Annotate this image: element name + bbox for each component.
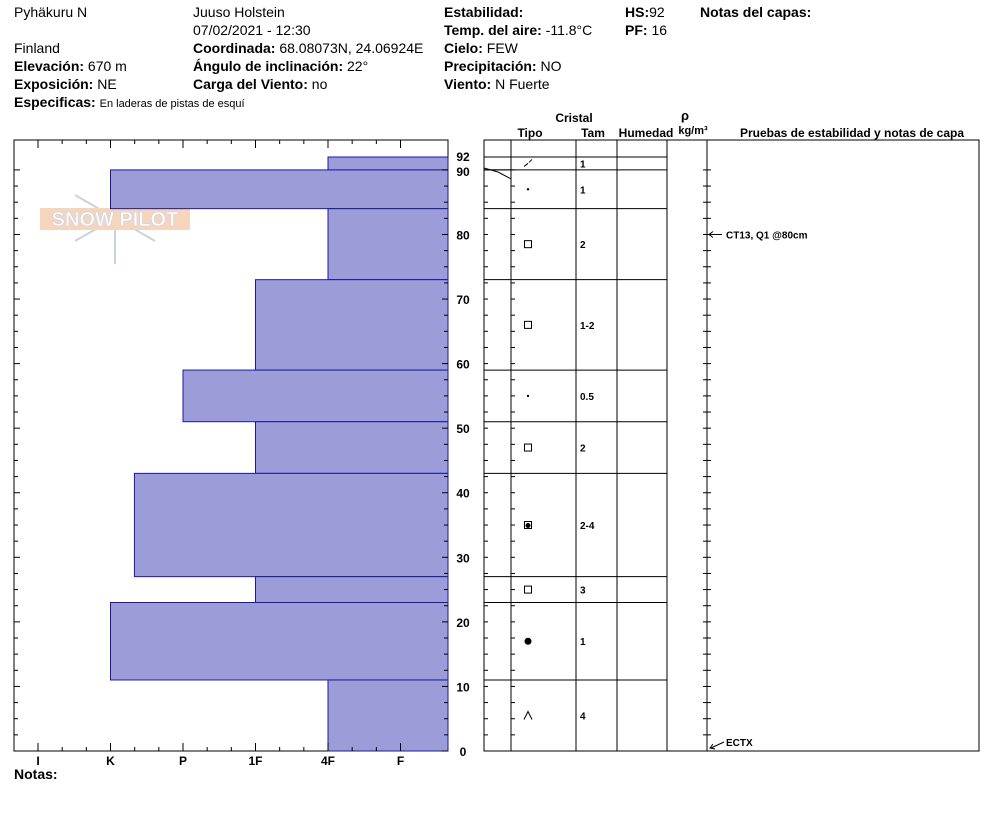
height-tick-90: 90 (456, 165, 470, 179)
type-header: Tipo (517, 126, 542, 140)
hardness-bar-2 (327, 208, 449, 281)
location-name: Pyhäkuru N (14, 4, 88, 20)
tests-header: Pruebas de estabilidad y notas de capa (740, 126, 964, 140)
hardness-bar-7 (255, 576, 449, 603)
grain-size-6: 2-4 (580, 521, 595, 532)
grain-size-5: 2 (580, 444, 586, 455)
height-tick-20: 20 (456, 616, 470, 630)
specifics: Especificas: En laderas de pistas de esq… (14, 94, 245, 110)
hardness-tick-K: K (106, 754, 115, 768)
observer: Juuso Holstein (193, 4, 285, 20)
wind-load: Carga del Viento: no (193, 76, 328, 92)
hardness-bar-9 (327, 679, 449, 752)
country: Finland (14, 40, 60, 56)
grain-symbol-faceted-3 (524, 320, 532, 329)
density-rho-header: ρ (681, 108, 689, 123)
layer-table (483, 139, 980, 752)
height-tick-70: 70 (456, 293, 470, 307)
hardness-bar-1 (110, 169, 449, 210)
test-note-0: CT13, Q1 @80cm (726, 230, 808, 241)
air-temp: Temp. del aire: -11.8°C (444, 22, 593, 38)
grain-size-2: 2 (580, 240, 586, 251)
layer-rows: 1 1 2 1-2 0.5 2 2-4 3 1 4 (483, 156, 667, 722)
snow-height: HS:92 (625, 4, 665, 20)
sky: Cielo: FEW (444, 40, 518, 56)
slope-angle: Ángulo de inclinación: 22° (193, 58, 369, 74)
test-note-1: ECTX (726, 738, 753, 749)
snowpilot-logo: SNOW PILOT (40, 172, 190, 264)
hardness-bars (110, 156, 449, 752)
logo-text: SNOW PILOT (52, 209, 179, 231)
grain-symbol-fragments-1 (526, 188, 530, 191)
grain-symbol-rounding-faceted-6 (524, 521, 532, 530)
hardness-tick-4F: 4F (321, 754, 335, 768)
grain-symbol-depth-hoar-9 (523, 710, 533, 720)
grain-size-0: 1 (580, 159, 586, 170)
height-tick-10: 10 (456, 680, 470, 694)
wind: Viento: N Fuerte (444, 76, 550, 92)
hardness-tick-I: I (36, 754, 39, 768)
height-tick-92: 92 (456, 150, 470, 164)
grain-size-1: 1 (580, 185, 586, 196)
datetime: 07/02/2021 - 12:30 (193, 22, 311, 38)
hardness-tick-1F: 1F (248, 754, 262, 768)
hardness-bar-8 (110, 602, 449, 681)
size-header: Tam (581, 126, 605, 140)
hardness-tick-F: F (397, 754, 404, 768)
grain-size-3: 1-2 (580, 321, 595, 332)
hardness-tick-P: P (179, 754, 187, 768)
penetration-foot: PF: 16 (625, 22, 668, 38)
height-tick-30: 30 (456, 551, 470, 565)
grain-symbol-decomposing-0 (523, 159, 533, 167)
grain-symbol-faceted-2 (524, 240, 532, 249)
precipitation: Precipitación: NO (444, 58, 562, 74)
crystal-header: Cristal (555, 111, 592, 125)
height-tick-80: 80 (456, 228, 470, 242)
hardness-bar-3 (255, 279, 449, 371)
hardness-bar-5 (255, 421, 449, 474)
grain-symbol-faceted-5 (524, 443, 532, 452)
stability-tests: CT13, Q1 @80cm ECTX (708, 230, 808, 750)
hardness-bar-4 (182, 369, 449, 423)
grain-symbol-fragments-4 (526, 394, 530, 398)
height-tick-40: 40 (456, 487, 470, 501)
coordinate: Coordinada: 68.08073N, 24.06924E (193, 40, 424, 56)
stability: Estabilidad: (444, 4, 524, 20)
hardness-axis: I K P 1F 4F F (36, 140, 404, 768)
exposure: Exposición: NE (14, 76, 117, 92)
humidity-header: Humedad (619, 126, 674, 140)
notes-label: Notas: (14, 766, 58, 782)
grain-symbol-rounded-8 (524, 637, 532, 645)
grain-size-4: 0.5 (580, 392, 594, 403)
layer-notes-label: Notas del capas: (700, 4, 812, 20)
elevation: Elevación: 670 m (14, 58, 127, 74)
hardness-bar-6 (133, 472, 449, 578)
grain-size-8: 1 (580, 637, 586, 648)
hardness-bar-0 (327, 156, 449, 171)
height-tick-60: 60 (456, 358, 470, 372)
grain-symbol-faceted-7 (524, 585, 532, 594)
grain-size-7: 3 (580, 586, 586, 597)
height-tick-50: 50 (456, 422, 470, 436)
height-tick-0: 0 (460, 745, 467, 759)
grain-size-9: 4 (580, 711, 586, 722)
density-unit-header: kg/m³ (678, 125, 708, 137)
